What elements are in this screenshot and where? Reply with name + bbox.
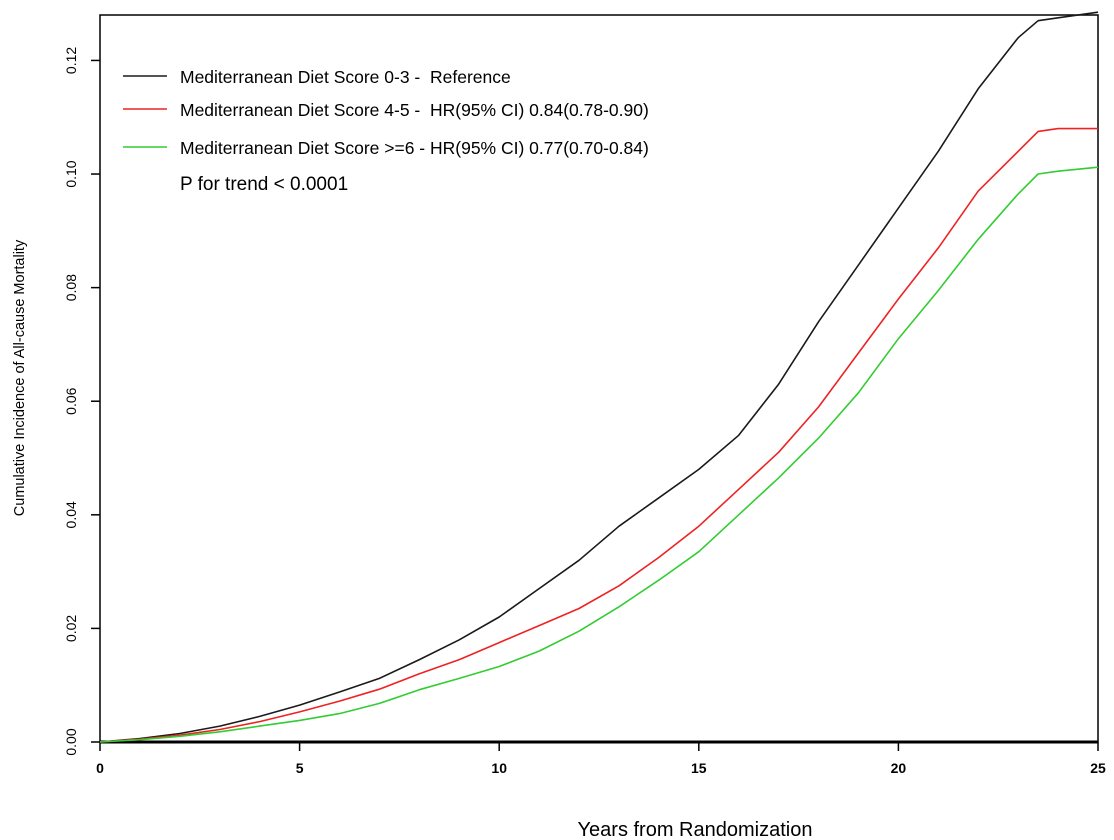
legend-label-1: Mediterranean Diet Score 4-5 - HR(95% CI… xyxy=(180,100,649,120)
y-tick-label: 0.04 xyxy=(63,501,79,528)
series-lines xyxy=(99,11,1099,743)
trend-annotation: P for trend < 0.0001 xyxy=(180,174,348,195)
series-line-2 xyxy=(99,166,1099,743)
y-axis: 0.00 0.02 0.04 0.06 0.08 0.10 0.12 xyxy=(63,47,100,756)
y-tick-label: 0.02 xyxy=(63,615,79,642)
y-tick-label: 0.08 xyxy=(63,274,79,301)
series-line-1 xyxy=(99,127,1098,743)
x-axis: 0 5 10 15 20 25 xyxy=(96,742,1106,776)
x-tick-label: 25 xyxy=(1090,760,1106,776)
legend: Mediterranean Diet Score 0-3 - Reference… xyxy=(123,67,649,195)
x-tick-label: 0 xyxy=(96,760,104,776)
y-tick-label: 0.12 xyxy=(63,47,79,74)
x-tick-label: 10 xyxy=(491,760,507,776)
x-axis-label: Years from Randomization xyxy=(578,819,813,840)
x-tick-label: 20 xyxy=(891,760,907,776)
legend-label-0: Mediterranean Diet Score 0-3 - Reference xyxy=(180,67,511,87)
x-tick-label: 15 xyxy=(691,760,707,776)
series-line-0 xyxy=(99,11,1099,743)
y-tick-label: 0.10 xyxy=(63,160,79,187)
y-tick-label: 0.00 xyxy=(63,728,79,755)
y-tick-label: 0.06 xyxy=(63,387,79,414)
x-tick-label: 5 xyxy=(296,760,304,776)
y-axis-label: Cumulative Incidence of All-cause Mortal… xyxy=(12,239,28,516)
plot-frame xyxy=(99,14,1099,743)
legend-label-2: Mediterranean Diet Score >=6 - HR(95% CI… xyxy=(180,138,649,158)
